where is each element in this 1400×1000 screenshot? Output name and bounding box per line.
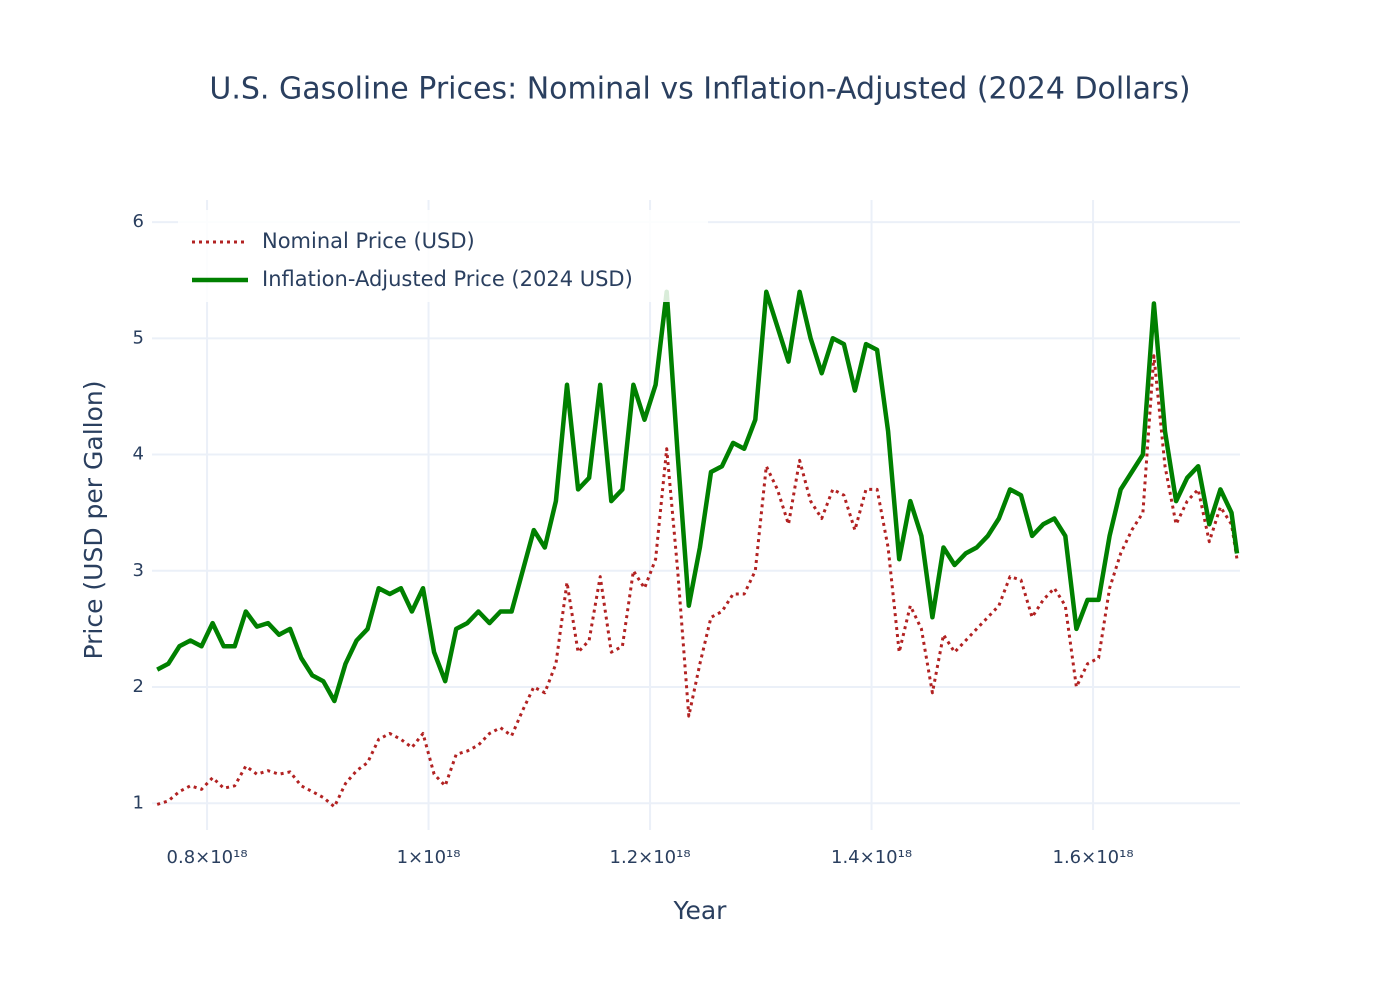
x-tick-label: 1.6×10¹⁸: [1053, 847, 1134, 868]
y-tick-label: 4: [133, 444, 144, 465]
chart-title: U.S. Gasoline Prices: Nominal vs Inflati…: [209, 72, 1190, 107]
x-tick-label: 1.2×10¹⁸: [610, 847, 691, 868]
lines: [156, 289, 1240, 809]
legend-label: Inflation-Adjusted Price (2024 USD): [262, 267, 633, 291]
x-axis-title: Year: [673, 896, 728, 925]
y-tick-label: 6: [133, 211, 144, 232]
y-tick-label: 1: [133, 792, 144, 813]
legend-box: [178, 210, 708, 302]
x-tick-label: 0.8×10¹⁸: [167, 847, 248, 868]
y-tick-label: 3: [133, 560, 144, 581]
y-tick-label: 2: [133, 676, 144, 697]
x-tick-label: 1.4×10¹⁸: [831, 847, 912, 868]
y-axis-title: Price (USD per Gallon): [79, 380, 108, 659]
x-tick-label: 1×10¹⁸: [397, 847, 461, 868]
y-tick-label: 5: [133, 327, 144, 348]
legend: Nominal Price (USD) Inflation-Adjusted Pr…: [178, 210, 708, 302]
line-series: [156, 354, 1239, 809]
line-series: [156, 289, 1240, 704]
legend-label: Nominal Price (USD): [262, 229, 475, 253]
